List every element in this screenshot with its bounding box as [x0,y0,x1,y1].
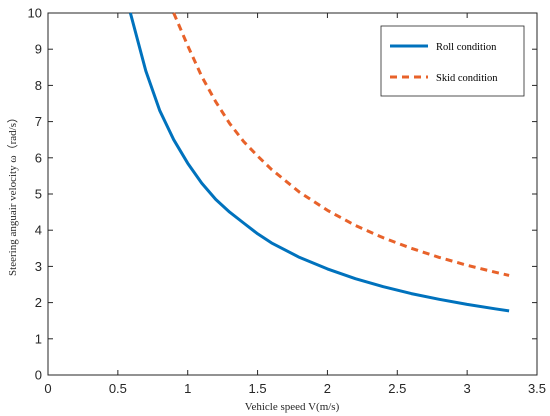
legend-label-roll: Roll condition [436,42,497,53]
y-tick-label: 3 [35,259,42,274]
legend: Roll condition Skid condition [380,25,525,97]
x-axis-label: Vehicle speed V(m/s) [245,401,340,413]
y-tick-label: 10 [28,6,42,21]
y-tick-label: 8 [35,78,42,93]
x-axis-ticks: 0 0.5 1 1.5 2 2.5 3 3.5 [44,13,546,396]
x-tick-label: 2 [324,381,331,396]
legend-box [380,25,525,97]
y-tick-label: 2 [35,295,42,310]
y-tick-label: 9 [35,42,42,57]
y-axis-ticks: 0 1 2 3 4 5 6 7 8 9 10 [28,6,537,383]
series-line-roll [128,12,510,313]
x-tick-label: 1 [184,381,191,396]
y-tick-label: 5 [35,187,42,202]
legend-label-skid: Skid condition [436,73,498,84]
x-tick-label: 3.5 [528,381,546,396]
y-tick-label: 4 [35,223,42,238]
y-tick-label: 0 [35,368,42,383]
y-axis-label: Steering anguair velocity ω（rad/s） [6,112,19,276]
y-tick-label: 6 [35,150,42,165]
x-tick-label: 0.5 [109,381,127,396]
x-tick-label: 2.5 [388,381,406,396]
y-tick-label: 7 [35,114,42,129]
x-tick-label: 1.5 [249,381,267,396]
x-tick-label: 0 [44,381,51,396]
x-tick-label: 3 [464,381,471,396]
y-tick-label: 1 [35,331,42,346]
series-lines [128,12,510,313]
series-line-skid [172,12,510,277]
